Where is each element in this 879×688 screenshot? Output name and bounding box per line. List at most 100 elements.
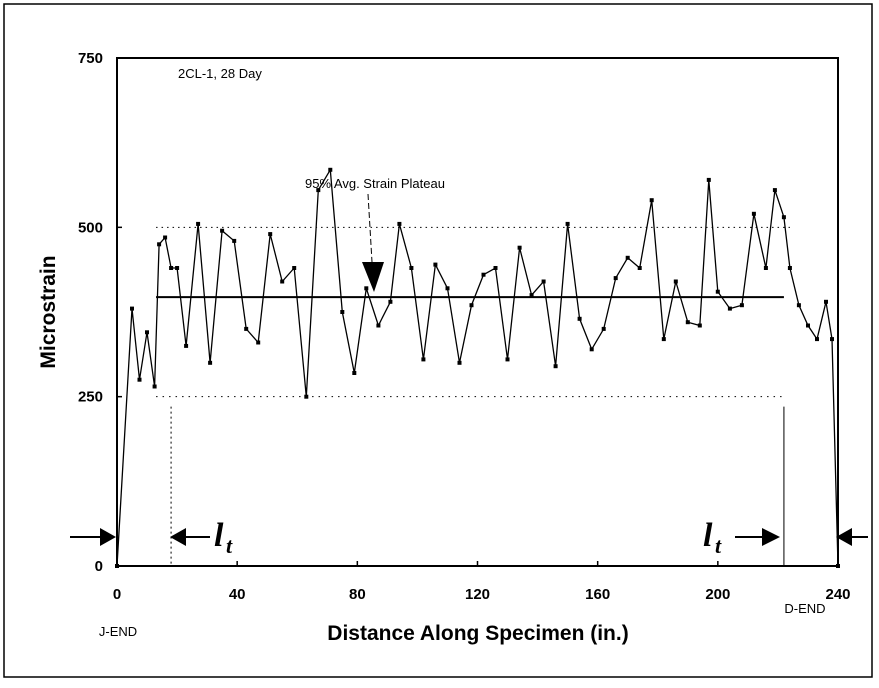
x-axis-title: Distance Along Specimen (in.)	[327, 622, 628, 645]
data-point	[613, 276, 618, 281]
data-point	[304, 394, 309, 399]
data-point	[796, 303, 801, 308]
data-point	[706, 177, 711, 182]
data-point	[565, 221, 570, 226]
transfer-length-lines	[170, 406, 785, 566]
data-point	[505, 357, 510, 362]
data-point	[589, 347, 594, 352]
data-point	[715, 289, 720, 294]
data-point	[352, 371, 357, 375]
x-tick-label: 40	[229, 586, 246, 603]
right-inner-arrowhead	[762, 528, 780, 546]
plateau-leader-line	[367, 193, 373, 263]
data-point	[157, 242, 162, 247]
data-point	[815, 337, 819, 342]
data-point	[340, 310, 345, 314]
data-point	[220, 228, 225, 233]
left-lt-symbol: l	[214, 517, 224, 554]
data-point	[697, 323, 702, 328]
data-point	[739, 303, 744, 308]
data-point	[232, 238, 237, 243]
data-point	[130, 306, 134, 311]
data-point	[163, 235, 168, 240]
left-outer-arrowhead	[170, 528, 186, 546]
data-point	[673, 279, 678, 284]
plateau-annotation: 95% Avg. Strain Plateau	[305, 176, 445, 191]
data-point	[397, 221, 402, 226]
data-point	[208, 360, 213, 365]
data-point	[244, 326, 249, 331]
left-lt-subscript: t	[226, 533, 233, 558]
y-tick-label: 500	[78, 219, 103, 236]
data-point	[175, 266, 180, 270]
y-tick-label: 0	[95, 558, 103, 575]
data-point	[145, 330, 149, 335]
data-point	[806, 323, 810, 328]
x-tick-label: 120	[465, 586, 490, 603]
data-point	[137, 377, 142, 382]
data-point	[649, 198, 654, 203]
y-tick-label: 250	[78, 389, 103, 406]
series-strain	[115, 167, 840, 568]
data-point	[763, 266, 768, 270]
data-point	[577, 316, 582, 321]
specimen-annotation: 2CL-1, 28 Day	[178, 66, 262, 81]
j-end-label: J-END	[99, 624, 137, 639]
figure-border	[3, 3, 873, 678]
data-point	[517, 245, 522, 250]
data-point	[481, 272, 486, 277]
right-lt-subscript: t	[715, 533, 722, 558]
data-point	[292, 266, 297, 270]
data-point	[328, 167, 333, 172]
data-point	[787, 266, 792, 270]
left-transfer-length-marker: l t	[70, 517, 233, 558]
data-point	[637, 266, 642, 270]
y-tick-label: 750	[78, 50, 103, 67]
right-end-arrowhead	[836, 528, 852, 546]
x-tick-label: 200	[705, 586, 730, 603]
data-point	[409, 266, 414, 270]
y-axis-title: Microstrain	[37, 255, 60, 368]
data-point	[661, 337, 666, 342]
data-point	[421, 357, 426, 362]
data-point	[541, 279, 546, 284]
data-point	[469, 303, 474, 308]
d-end-label: D-END	[784, 601, 825, 616]
data-point	[445, 286, 450, 291]
data-point	[316, 188, 321, 193]
data-point	[529, 293, 534, 298]
data-point	[433, 262, 438, 267]
data-point	[772, 188, 777, 193]
right-transfer-length-marker: l t	[703, 517, 868, 558]
data-point	[169, 266, 174, 270]
data-point	[781, 215, 786, 220]
data-point	[751, 211, 756, 216]
data-point	[601, 326, 606, 331]
data-point	[493, 266, 498, 270]
data-point	[152, 384, 157, 389]
data-point	[457, 360, 462, 365]
data-point	[280, 279, 285, 284]
data-point	[388, 299, 393, 304]
x-axis-ticks: 0 40 80 120 160 200 240	[113, 561, 851, 603]
x-tick-label: 0	[113, 586, 121, 603]
data-point	[625, 255, 630, 260]
data-point	[184, 343, 189, 348]
data-point	[553, 364, 558, 369]
plot-area	[116, 57, 839, 567]
data-point	[685, 320, 690, 325]
y-axis-ticks: 0 250 500 750	[78, 50, 122, 575]
right-lt-symbol: l	[703, 517, 713, 554]
data-point	[830, 337, 834, 342]
data-point	[196, 221, 201, 226]
x-tick-label: 80	[349, 586, 366, 603]
x-tick-label: 240	[825, 586, 850, 603]
reference-lines	[156, 226, 790, 398]
data-point	[727, 306, 732, 311]
data-point	[364, 286, 369, 291]
data-point	[824, 299, 828, 304]
x-tick-label: 160	[585, 586, 610, 603]
data-point	[376, 323, 381, 328]
